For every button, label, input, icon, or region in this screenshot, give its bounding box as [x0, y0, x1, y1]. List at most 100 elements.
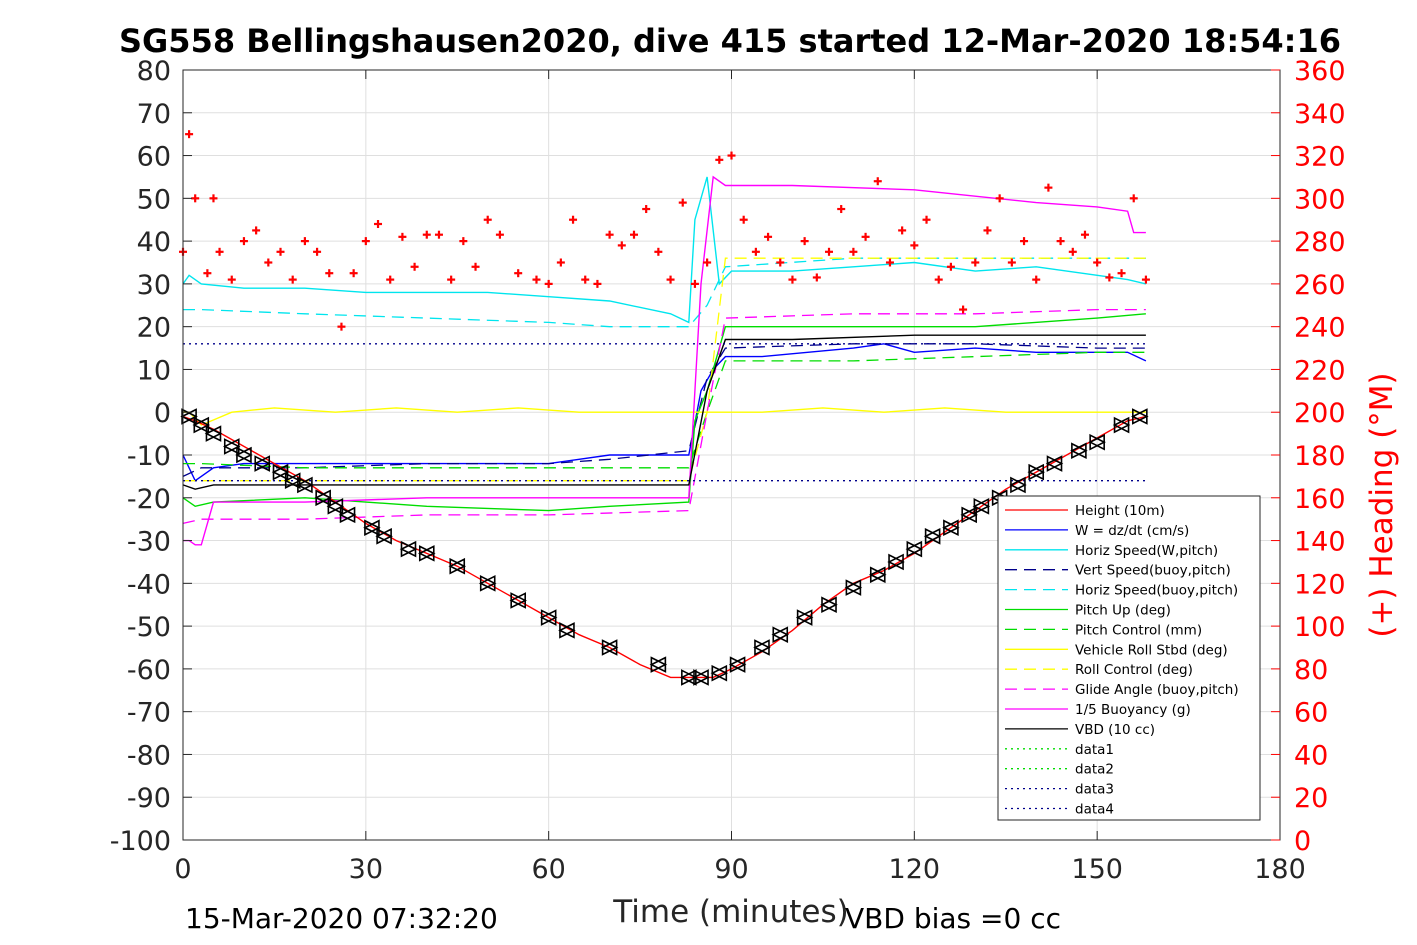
- vbd-marker-left: [1131, 408, 1148, 425]
- vbd-marker-left: [375, 527, 392, 545]
- legend-entry: Horiz Speed(buoy,pitch): [1075, 583, 1238, 599]
- series-line: [182, 176, 1147, 324]
- series-line: [182, 343, 1147, 482]
- y-tick-label: -90: [127, 783, 171, 814]
- series-line: [183, 257, 1146, 328]
- legend-entry: data2: [1075, 762, 1114, 778]
- vbd-marker-left: [326, 498, 344, 515]
- legend-entry: Pitch Control (mm): [1075, 622, 1202, 638]
- vbd-marker-left: [180, 408, 197, 425]
- vbd-marker-left: [363, 519, 380, 537]
- y-right-tick-label: 200: [1294, 398, 1346, 429]
- legend-entry: VBD (10 cc): [1075, 722, 1155, 738]
- vbd-marker-left: [539, 609, 557, 626]
- y-tick-label: -20: [127, 484, 171, 515]
- y-right-axis-label: (+) Heading (°M): [1364, 372, 1400, 637]
- y-right-tick-label: 340: [1294, 99, 1346, 130]
- y-tick-label: 70: [137, 99, 171, 130]
- y-tick-label: 0: [154, 398, 171, 429]
- legend: Height (10m) W = dz/dt (cm/s) Horiz Speed(…: [997, 495, 1261, 821]
- y-right-tick-label: 40: [1294, 740, 1328, 771]
- y-right-tick-label: 100: [1294, 612, 1346, 643]
- vbd-marker-left: [448, 557, 466, 575]
- vbd-marker-left: [728, 656, 746, 673]
- legend-entry: W = dz/dt (cm/s): [1075, 523, 1189, 539]
- y-tick-label: 80: [137, 56, 171, 87]
- vbd-marker-left: [680, 669, 697, 686]
- y-right-tick-label: 260: [1294, 270, 1346, 301]
- vbd-marker-left: [283, 472, 301, 489]
- series-line: [183, 257, 1146, 482]
- vbd-marker-left: [887, 553, 904, 571]
- vbd-marker-left: [509, 592, 526, 609]
- y-tick-label: -30: [127, 527, 171, 558]
- series-line: [182, 334, 1146, 490]
- y-tick-label: -50: [127, 612, 171, 643]
- vbd-marker-left: [399, 540, 417, 558]
- vbd-marker-left: [600, 639, 618, 656]
- vbd-marker-left: [204, 425, 222, 442]
- vbd-marker-left: [1088, 433, 1105, 451]
- legend-entry: Glide Angle (buoy,pitch): [1075, 682, 1239, 698]
- vbd-marker-left: [192, 416, 210, 434]
- y-tick-label: -70: [127, 698, 171, 729]
- series-line: [183, 407, 1146, 426]
- y-tick-label: 50: [137, 184, 171, 215]
- legend-entry: data1: [1075, 742, 1114, 758]
- legend-entry: Roll Control (deg): [1075, 662, 1193, 678]
- legend-entry: Height (10m): [1075, 503, 1165, 519]
- vbd-marker-left: [649, 656, 667, 673]
- vbd-marker-left: [942, 519, 959, 537]
- vbd-marker-left: [1045, 455, 1063, 472]
- x-axis-label: Time (minutes): [612, 894, 848, 930]
- vbd-marker-left: [558, 622, 575, 639]
- vbd-marker-left: [417, 545, 435, 562]
- vbd-marker-left: [1070, 442, 1087, 460]
- vbd-marker-left: [338, 506, 356, 524]
- y-tick-label: 40: [137, 227, 171, 258]
- vbd-marker-left: [820, 596, 837, 614]
- y-tick-label: -40: [127, 569, 171, 600]
- vbd-marker-left: [710, 664, 728, 682]
- vbd-marker-left: [844, 579, 862, 596]
- y-right-tick-label: 300: [1294, 184, 1346, 215]
- y-right-tick-label: 60: [1294, 698, 1328, 729]
- x-tick-label: 30: [349, 854, 383, 885]
- y-right-tick-label: 220: [1294, 355, 1346, 386]
- y-right-tick-label: 280: [1294, 227, 1346, 258]
- chart-title: SG558 Bellingshausen2020, dive 415 start…: [119, 22, 1341, 60]
- y-tick-label: 30: [137, 270, 171, 301]
- vbd-marker-left: [923, 527, 941, 545]
- y-right-tick-label: 0: [1294, 826, 1311, 857]
- y-right-tick-label: 20: [1294, 783, 1328, 814]
- vbd-marker-left: [868, 566, 886, 584]
- vbd-marker-left: [753, 639, 770, 656]
- vbd-marker-left: [1027, 463, 1045, 481]
- y-tick-label: 20: [137, 313, 171, 344]
- y-right-tick-label: 180: [1294, 441, 1346, 472]
- x-tick-label: 60: [531, 854, 565, 885]
- vbd-marker-left: [271, 463, 289, 481]
- vbd-marker-left: [235, 446, 252, 464]
- y-tick-label: -60: [127, 655, 171, 686]
- legend-entry: data4: [1075, 802, 1114, 818]
- vbd-marker-left: [296, 476, 313, 494]
- vbd-marker-left: [253, 455, 271, 472]
- legend-entry: Horiz Speed(W,pitch): [1075, 543, 1218, 559]
- y-right-tick-label: 140: [1294, 527, 1346, 558]
- vbd-marker-left: [222, 438, 240, 455]
- y-right-tick-label: 320: [1294, 142, 1346, 173]
- vbd-marker-left: [771, 626, 789, 643]
- y-right-tick-label: 80: [1294, 655, 1328, 686]
- vbd-marker-left: [972, 498, 990, 515]
- y-tick-label: -80: [127, 740, 171, 771]
- vbd-marker-left: [692, 669, 709, 686]
- vbd-marker-left: [905, 540, 923, 558]
- y-ticks: -100-90-80-70-60-50-40-30-20-10010203040…: [110, 56, 192, 857]
- y-tick-label: 60: [137, 142, 171, 173]
- legend-entry: Vert Speed(buoy,pitch): [1075, 563, 1231, 579]
- x-tick-label: 0: [174, 854, 191, 885]
- x-tick-label: 120: [889, 854, 941, 885]
- legend-entry: Vehicle Roll Stbd (deg): [1075, 642, 1228, 658]
